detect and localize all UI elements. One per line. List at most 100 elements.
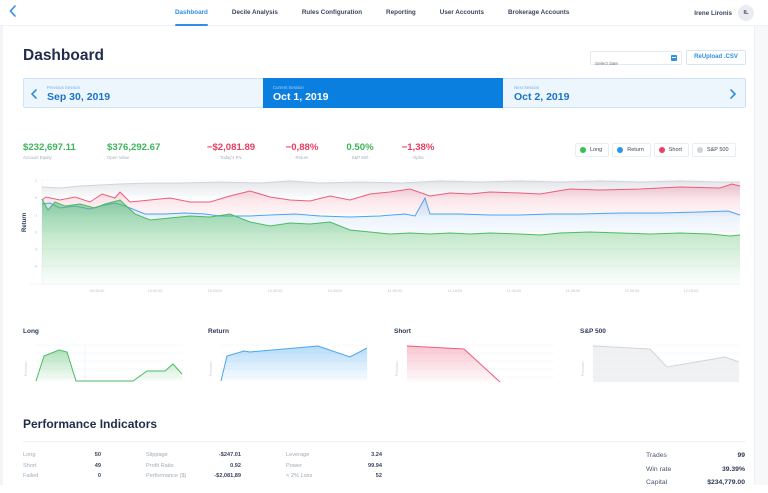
next-session[interactable]: Next Session Oct 2, 2019 — [503, 78, 746, 108]
legend-label: Long — [590, 147, 603, 153]
perf-row-trades: Trades 99 — [646, 452, 745, 459]
chevron-right-icon[interactable] — [729, 87, 737, 105]
sp500-dot-icon — [696, 147, 703, 153]
svg-text:11:00:00: 11:00:00 — [388, 289, 403, 293]
perf-row-performance: Performance ($) -$2,081,89 — [146, 473, 241, 479]
user-name: Irene Lironis — [694, 9, 732, 17]
svg-text:0: 0 — [35, 196, 37, 200]
legend-sp500[interactable]: S&P 500 — [691, 143, 736, 157]
top-navigation: Dashboard Decile Analysis Rules Configur… — [0, 0, 768, 26]
return-chart[interactable]: Return 1 0 -1 — [20, 172, 746, 302]
perf-row-loss: < 2% Loss 52 — [286, 473, 382, 479]
svg-text:09:45:00: 09:45:00 — [90, 289, 105, 293]
svg-text:10:30:00: 10:30:00 — [268, 289, 283, 293]
tab-decile-analysis[interactable]: Decile Analysis — [231, 9, 278, 16]
return-mini-chart[interactable]: Return Precision — [208, 328, 373, 390]
legend-long[interactable]: Long — [575, 143, 610, 157]
kpi-sp500: 0.50% S&P 500 — [333, 142, 387, 160]
return-dot-icon — [617, 147, 624, 153]
mini-chart-title: Return — [208, 328, 229, 335]
perf-summary: Trades 99 Win rate 39.39% Capital $234,779.… — [646, 452, 745, 493]
previous-session-caption: Previous Session — [47, 85, 81, 90]
date-input[interactable] — [591, 57, 663, 70]
legend-short[interactable]: Short — [653, 143, 689, 157]
tab-rules-configuration[interactable]: Rules Configuration — [301, 9, 363, 16]
sp500-mini-chart[interactable]: S&P 500 Precision — [580, 328, 745, 390]
section-title: Performance Indicators — [23, 417, 158, 431]
perf-column-risk: Leverage 3.24 Power 99.94 < 2% Loss 52 — [286, 452, 382, 484]
kpi-todays-pl: −$2,081.89 Today's P/L — [191, 142, 271, 160]
perf-row-capital: Capital $234,779.00 — [646, 479, 745, 486]
current-session-caption: Current Session — [273, 85, 304, 90]
legend-label: Short — [668, 147, 682, 153]
legend-label: S&P 500 — [706, 147, 729, 153]
svg-text:12:00:00: 12:00:00 — [625, 289, 640, 293]
svg-text:10:45:00: 10:45:00 — [328, 289, 343, 293]
tab-reporting[interactable]: Reporting — [386, 9, 416, 16]
back-button[interactable] — [9, 5, 21, 19]
svg-text:11:45:00: 11:45:00 — [566, 289, 581, 293]
date-picker[interactable] — [590, 51, 682, 70]
avatar[interactable]: IL — [738, 5, 754, 21]
next-session-caption: Next Session — [514, 85, 540, 90]
perf-row-failed: Failed 0 — [23, 473, 101, 479]
perf-row-leverage: Leverage 3.24 — [286, 452, 382, 458]
long-dot-icon — [580, 147, 586, 153]
tab-user-accounts[interactable]: User Accounts — [439, 9, 484, 16]
kpi-value: 0.50% — [346, 142, 374, 153]
perf-row-short: Short 49 — [23, 462, 101, 469]
perf-column-pnl: Slippage -$247.01 Profit Ratio 0.92 Perfor… — [146, 452, 241, 484]
nav-tabs: Dashboard Decile Analysis Rules Configur… — [175, 0, 593, 26]
mini-chart-title: Short — [394, 328, 411, 335]
current-session: Current Session Oct 1, 2019 — [263, 78, 503, 108]
perf-row-win-rate: Win rate 39.39% — [646, 465, 745, 473]
user-menu[interactable]: Irene Lironis IL — [694, 5, 754, 21]
kpi-label: Alpha — [412, 155, 424, 160]
kpi-label: Account Equity — [23, 155, 52, 160]
previous-session[interactable]: Previous Session Sep 30, 2019 — [23, 78, 263, 108]
kpi-label: Return — [295, 155, 309, 160]
svg-text:-1: -1 — [34, 214, 37, 218]
perf-row-profit-ratio: Profit Ratio 0.92 — [146, 462, 241, 469]
svg-text:-3: -3 — [34, 248, 37, 252]
chevron-left-icon — [9, 5, 16, 17]
short-mini-chart[interactable]: Short Precision — [394, 328, 559, 390]
kpi-value: $376,292.67 — [107, 142, 161, 153]
kpi-value: −0,88% — [285, 142, 319, 153]
divider — [23, 441, 746, 442]
kpi-label: S&P 500 — [351, 155, 369, 160]
calendar-icon[interactable] — [671, 55, 677, 61]
kpi-account-equity: $232,697.11 Account Equity — [23, 142, 107, 160]
kpi-value: −$2,081.89 — [206, 142, 256, 153]
svg-text:-2: -2 — [34, 231, 37, 235]
scrollbar-track[interactable] — [754, 26, 768, 485]
svg-text:11:30:00: 11:30:00 — [507, 289, 522, 293]
next-session-date: Oct 2, 2019 — [514, 91, 570, 103]
perf-row-long: Long 50 — [23, 452, 101, 458]
kpi-label: Today's P/L — [219, 155, 243, 160]
return-chart-plot: 1 0 -1 -2 -3 -4 09:45:00 10:00:00 — [30, 179, 741, 293]
page-title: Dashboard — [23, 47, 104, 64]
tab-brokerage-accounts[interactable]: Brokerage Accounts — [508, 9, 570, 16]
x-ticks: 09:45:00 10:00:00 10:15:00 10:30:00 10:4… — [90, 289, 699, 293]
mini-chart-title: Long — [23, 328, 39, 335]
perf-row-power: Power 99.94 — [286, 462, 382, 469]
svg-text:11:15:00: 11:15:00 — [448, 289, 463, 293]
mini-chart-title: S&P 500 — [580, 328, 606, 335]
kpi-row: $232,697.11 Account Equity $376,292.67 O… — [23, 142, 449, 160]
perf-column-counts: Long 50 Short 49 Failed 0 — [23, 452, 101, 484]
chevron-left-icon[interactable] — [30, 87, 38, 105]
tab-dashboard[interactable]: Dashboard — [175, 0, 208, 26]
perf-row-slippage: Slippage -$247.01 — [146, 452, 241, 458]
previous-session-date: Sep 30, 2019 — [47, 91, 111, 103]
long-mini-chart[interactable]: Long Precision — [23, 328, 188, 390]
legend-return[interactable]: Return — [612, 143, 651, 157]
session-selector: Previous Session Sep 30, 2019 Current Se… — [23, 78, 746, 108]
kpi-alpha: −1,38% Alpha — [387, 142, 449, 160]
legend-label: Return — [627, 147, 644, 153]
reupload-csv-button[interactable]: ReUpload .CSV — [686, 50, 746, 65]
kpi-value: −1,38% — [401, 142, 435, 153]
svg-text:10:00:00: 10:00:00 — [148, 289, 163, 293]
current-session-date: Oct 1, 2019 — [273, 91, 329, 103]
svg-text:12:15:00: 12:15:00 — [684, 289, 699, 293]
